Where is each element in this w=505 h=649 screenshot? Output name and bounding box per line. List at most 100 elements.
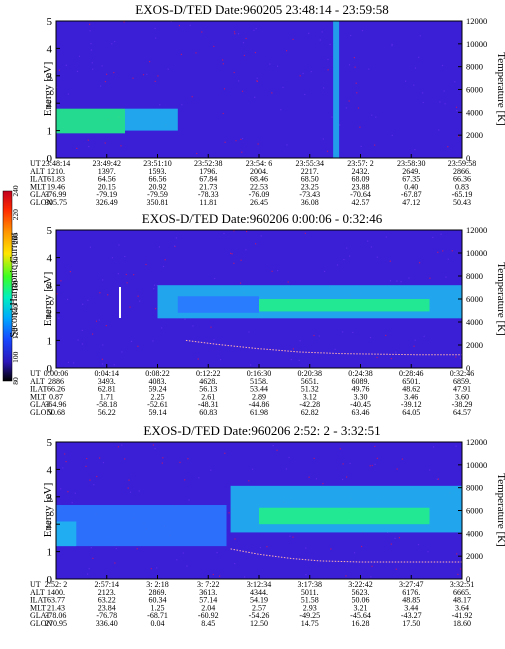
colorbar-tick-label: 200 — [11, 233, 20, 245]
noise-speck — [170, 21, 172, 23]
noise-speck — [305, 574, 307, 576]
noise-speck — [162, 457, 164, 459]
noise-speck — [181, 104, 183, 106]
table-cell: 67.35 — [402, 175, 420, 184]
noise-speck — [78, 55, 81, 57]
noise-speck — [77, 339, 79, 341]
noise-speck — [456, 553, 458, 555]
noise-speck — [257, 143, 259, 145]
noise-speck — [459, 357, 462, 359]
table-cell: 36.08 — [301, 198, 319, 207]
table-cell: -78.33 — [198, 190, 219, 199]
table-cell: 1210. — [47, 167, 65, 176]
table-cell: -38.29 — [452, 400, 473, 409]
table-cell: 4344. — [250, 588, 268, 597]
noise-speck — [299, 75, 301, 77]
table-cell: -49.25 — [299, 611, 320, 620]
noise-speck — [423, 335, 425, 337]
noise-speck — [360, 145, 362, 147]
noise-speck — [455, 356, 457, 358]
noise-speck — [282, 86, 284, 88]
noise-speck — [304, 93, 306, 96]
noise-speck — [87, 299, 89, 301]
noise-speck — [174, 245, 176, 247]
noise-speck — [228, 512, 230, 514]
table-cell: -79.59 — [147, 190, 168, 199]
table-cell: 2649. — [402, 167, 420, 176]
noise-speck — [150, 568, 152, 570]
table-cell: -73.43 — [299, 190, 320, 199]
noise-speck — [126, 282, 128, 284]
table-cell: 63.77 — [47, 596, 65, 605]
emission-band — [259, 507, 430, 525]
noise-speck — [57, 104, 59, 106]
noise-speck — [313, 457, 315, 459]
noise-speck — [155, 308, 157, 310]
noise-speck — [123, 21, 125, 23]
noise-speck — [224, 452, 226, 454]
noise-speck — [159, 104, 161, 106]
noise-speck — [422, 101, 424, 104]
y-tick-label: 1 — [47, 547, 53, 559]
noise-speck — [184, 318, 186, 320]
table-cell: -68.71 — [147, 611, 168, 620]
table-cell: 20.15 — [98, 182, 116, 191]
noise-speck — [242, 42, 245, 44]
y2-tick-label: 10000 — [466, 248, 487, 258]
table-cell: 23:59:58 — [448, 159, 476, 168]
noise-speck — [457, 573, 459, 575]
table-cell: 63.22 — [98, 596, 116, 605]
table-cell: 60.34 — [149, 596, 167, 605]
table-cell: 17.50 — [402, 619, 420, 628]
noise-speck — [152, 444, 154, 446]
noise-speck — [400, 281, 402, 283]
noise-speck — [356, 92, 358, 94]
noise-speck — [240, 138, 242, 140]
table-cell: -48.31 — [198, 400, 219, 409]
noise-speck — [88, 568, 90, 570]
noise-speck — [443, 90, 445, 92]
noise-speck — [179, 461, 181, 463]
noise-speck — [330, 548, 332, 550]
noise-speck — [352, 331, 354, 333]
noise-speck — [438, 129, 440, 131]
noise-speck — [91, 62, 93, 64]
table-cell: 49.76 — [352, 385, 370, 394]
noise-speck — [339, 448, 341, 450]
noise-speck — [130, 340, 133, 342]
noise-speck — [102, 462, 105, 464]
table-cell: 66.56 — [149, 175, 167, 184]
y-tick-label: 5 — [47, 225, 53, 237]
noise-speck — [71, 502, 73, 504]
noise-speck — [419, 35, 421, 37]
table-cell: 54.19 — [250, 596, 268, 605]
noise-speck — [389, 260, 391, 262]
y2-tick-label: 2000 — [466, 130, 483, 140]
noise-speck — [369, 465, 371, 467]
table-cell: 8.45 — [201, 619, 215, 628]
noise-speck — [277, 270, 279, 272]
panel-1: EXOS-D/TED Date:960205 23:48:14 - 23:59:… — [30, 2, 505, 207]
noise-speck — [154, 27, 156, 30]
noise-speck — [111, 43, 113, 45]
table-cell: 3:27:47 — [399, 580, 423, 589]
table-cell: 3:12:34 — [247, 580, 271, 589]
noise-speck — [429, 277, 431, 279]
table-cell: 3613. — [199, 588, 217, 597]
table-cell: 2.57 — [252, 603, 266, 612]
colorbar-scale — [2, 190, 13, 382]
noise-speck — [142, 74, 145, 76]
table-cell: 66.36 — [453, 175, 471, 184]
table-cell: 42.57 — [352, 198, 370, 207]
noise-speck — [81, 343, 84, 345]
table-cell: 0.87 — [49, 392, 63, 401]
noise-speck — [455, 445, 457, 447]
table-cell: 59.24 — [149, 385, 167, 394]
table-cell: 23.84 — [98, 603, 116, 612]
y-tick-label: 0 — [47, 363, 53, 375]
noise-speck — [180, 53, 182, 55]
noise-speck — [371, 464, 373, 467]
emission-band — [125, 108, 178, 131]
colorbar-ticks: 240 220 200 180 160 140 120 100 80 — [11, 185, 20, 385]
noise-speck — [376, 356, 378, 359]
